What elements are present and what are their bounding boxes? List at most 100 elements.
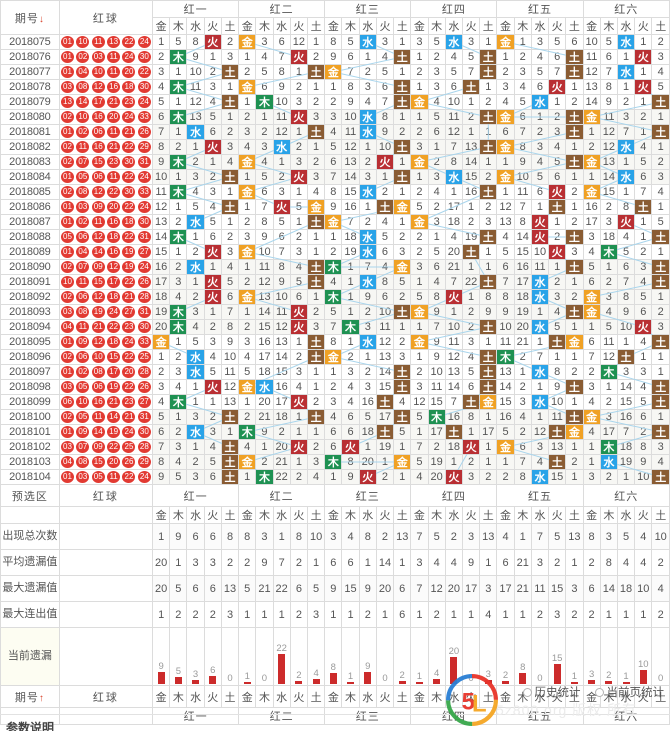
trend-cell[interactable]: 1 bbox=[238, 394, 257, 410]
trend-cell[interactable]: 1 bbox=[616, 334, 636, 350]
trend-cell[interactable]: 6 bbox=[272, 229, 291, 245]
trend-cell[interactable]: 木 bbox=[255, 469, 274, 485]
trend-cell[interactable]: 4 bbox=[169, 454, 188, 470]
trend-cell[interactable]: 2 bbox=[513, 424, 532, 440]
trend-cell[interactable]: 水 bbox=[186, 124, 205, 140]
trend-cell[interactable]: 18 bbox=[255, 364, 274, 380]
trend-cell[interactable]: 9 bbox=[272, 79, 291, 95]
trend-cell[interactable]: 2 bbox=[461, 109, 481, 125]
trend-cell[interactable]: 土 bbox=[634, 199, 653, 215]
trend-cell[interactable]: 3 bbox=[479, 214, 498, 230]
trend-cell[interactable]: 3 bbox=[530, 34, 550, 50]
trend-cell[interactable]: 6 bbox=[634, 304, 653, 320]
trend-cell[interactable]: 土 bbox=[616, 349, 636, 365]
trend-cell[interactable]: 3 bbox=[393, 349, 412, 365]
trend-cell[interactable]: 金 bbox=[393, 454, 412, 470]
trend-cell[interactable]: 土 bbox=[393, 364, 412, 380]
trend-cell[interactable]: 1 bbox=[496, 49, 515, 65]
trend-cell[interactable]: 3 bbox=[203, 424, 222, 440]
trend-cell[interactable]: 1 bbox=[238, 469, 257, 485]
trend-cell[interactable]: 2 bbox=[427, 199, 446, 215]
trend-cell[interactable]: 20 bbox=[427, 469, 446, 485]
trend-cell[interactable]: 1 bbox=[341, 304, 360, 320]
trend-cell[interactable]: 2 bbox=[410, 64, 429, 80]
trend-cell[interactable]: 16 bbox=[496, 409, 515, 425]
trend-cell[interactable]: 1 bbox=[169, 199, 188, 215]
trend-cell[interactable]: 2 bbox=[255, 124, 274, 140]
trend-cell[interactable]: 9 bbox=[496, 304, 515, 320]
trend-cell[interactable]: 3 bbox=[616, 109, 636, 125]
trend-cell[interactable]: 14 bbox=[375, 364, 395, 380]
trend-cell[interactable]: 1 bbox=[272, 154, 291, 170]
trend-cell[interactable]: 11 bbox=[375, 319, 395, 335]
trend-cell[interactable]: 水 bbox=[358, 334, 377, 350]
trend-cell[interactable]: 16 bbox=[341, 199, 360, 215]
trend-cell[interactable]: 1 bbox=[289, 454, 309, 470]
trend-cell[interactable]: 2 bbox=[358, 304, 377, 320]
trend-cell[interactable]: 水 bbox=[444, 169, 463, 185]
trend-cell[interactable]: 17 bbox=[444, 199, 463, 215]
trend-cell[interactable]: 金 bbox=[410, 94, 429, 110]
trend-cell[interactable]: 水 bbox=[599, 454, 618, 470]
trend-cell[interactable]: 2 bbox=[565, 454, 584, 470]
trend-cell[interactable]: 火 bbox=[289, 49, 309, 65]
trend-cell[interactable]: 3 bbox=[186, 169, 205, 185]
trend-cell[interactable]: 水 bbox=[530, 364, 550, 380]
radio-current-page-stat[interactable]: 当前页统计 bbox=[594, 684, 664, 700]
trend-cell[interactable]: 2 bbox=[203, 319, 222, 335]
trend-cell[interactable]: 1 bbox=[530, 304, 550, 320]
trend-cell[interactable]: 18 bbox=[513, 289, 532, 305]
trend-cell[interactable]: 5 bbox=[461, 364, 481, 380]
trend-cell[interactable]: 1 bbox=[220, 184, 240, 200]
trend-cell[interactable]: 21 bbox=[513, 334, 532, 350]
trend-cell[interactable]: 19 bbox=[616, 454, 636, 470]
trend-cell[interactable]: 火 bbox=[530, 214, 550, 230]
trend-cell[interactable]: 20 bbox=[272, 439, 291, 455]
trend-cell[interactable]: 5 bbox=[410, 454, 429, 470]
trend-cell[interactable]: 2 bbox=[220, 229, 240, 245]
trend-cell[interactable]: 2 bbox=[169, 424, 188, 440]
trend-cell[interactable]: 4 bbox=[651, 64, 670, 80]
trend-cell[interactable]: 土 bbox=[306, 274, 326, 290]
trend-cell[interactable]: 1 bbox=[289, 124, 309, 140]
trend-cell[interactable]: 6 bbox=[461, 379, 481, 395]
trend-cell[interactable]: 5 bbox=[393, 424, 412, 440]
trend-cell[interactable]: 8 bbox=[599, 79, 618, 95]
trend-cell[interactable]: 2 bbox=[461, 454, 481, 470]
trend-cell[interactable]: 4 bbox=[634, 274, 653, 290]
trend-cell[interactable]: 5 bbox=[203, 454, 222, 470]
trend-cell[interactable]: 3 bbox=[410, 139, 429, 155]
trend-cell[interactable]: 1 bbox=[410, 349, 429, 365]
trend-cell[interactable]: 火 bbox=[634, 79, 653, 95]
trend-cell[interactable]: 4 bbox=[582, 244, 601, 260]
trend-cell[interactable]: 14 bbox=[152, 229, 171, 245]
trend-cell[interactable]: 1 bbox=[375, 169, 395, 185]
trend-cell[interactable]: 1 bbox=[341, 289, 360, 305]
issue-number[interactable]: 2018103 bbox=[0, 454, 60, 470]
trend-cell[interactable]: 3 bbox=[203, 184, 222, 200]
trend-cell[interactable]: 2 bbox=[306, 304, 326, 320]
trend-cell[interactable]: 土 bbox=[306, 64, 326, 80]
trend-cell[interactable]: 2 bbox=[375, 184, 395, 200]
trend-cell[interactable]: 2 bbox=[565, 94, 584, 110]
trend-cell[interactable]: 1 bbox=[565, 139, 584, 155]
trend-cell[interactable]: 金 bbox=[479, 394, 498, 410]
trend-cell[interactable]: 火 bbox=[548, 184, 567, 200]
trend-cell[interactable]: 14 bbox=[513, 229, 532, 245]
trend-cell[interactable]: 13 bbox=[272, 334, 291, 350]
trend-cell[interactable]: 2 bbox=[634, 109, 653, 125]
trend-cell[interactable]: 6 bbox=[203, 469, 222, 485]
trend-cell[interactable]: 3 bbox=[651, 49, 670, 65]
trend-cell[interactable]: 15 bbox=[255, 319, 274, 335]
trend-cell[interactable]: 1 bbox=[479, 439, 498, 455]
trend-cell[interactable]: 1 bbox=[186, 394, 205, 410]
trend-cell[interactable]: 土 bbox=[444, 424, 463, 440]
trend-cell[interactable]: 2 bbox=[169, 259, 188, 275]
trend-cell[interactable]: 7 bbox=[530, 349, 550, 365]
trend-cell[interactable]: 4 bbox=[530, 454, 550, 470]
trend-cell[interactable]: 12 bbox=[599, 139, 618, 155]
trend-cell[interactable]: 17 bbox=[427, 424, 446, 440]
trend-cell[interactable]: 4 bbox=[324, 124, 343, 140]
trend-cell[interactable]: 4 bbox=[496, 94, 515, 110]
trend-cell[interactable]: 1 bbox=[324, 364, 343, 380]
